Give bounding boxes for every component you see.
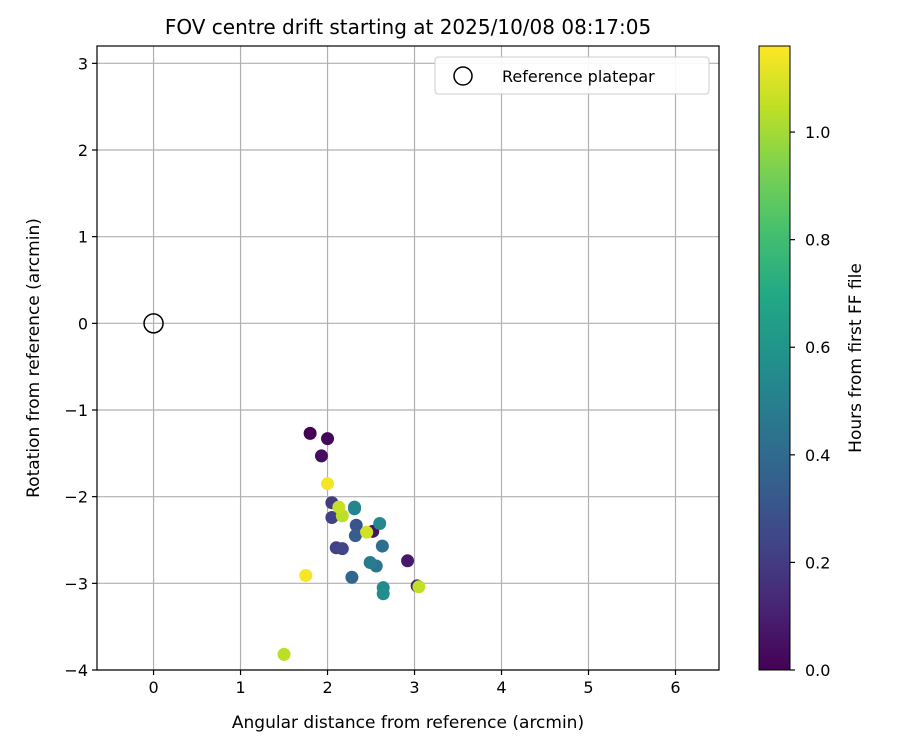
x-axis-label: Angular distance from reference (arcmin) <box>232 713 584 733</box>
y-tick-label: 2 <box>78 141 88 160</box>
data-point <box>321 432 335 446</box>
y-tick-label: −3 <box>64 574 88 593</box>
reference-marker <box>143 313 164 334</box>
data-point <box>277 647 291 661</box>
x-axis-ticks: 0 1 2 3 4 5 6 <box>148 670 681 697</box>
legend: Reference platepar <box>434 56 710 95</box>
data-point <box>335 542 349 556</box>
data-point <box>375 539 389 553</box>
data-point <box>349 518 363 532</box>
data-point <box>347 500 361 514</box>
y-tick-label: 0 <box>78 314 88 333</box>
grid <box>97 46 719 671</box>
data-point <box>303 426 317 440</box>
data-point <box>314 449 328 463</box>
colorbar: 0.0 0.2 0.4 0.6 0.8 1.0 Hours from first FF f… <box>758 45 866 680</box>
data-point <box>412 580 426 594</box>
x-tick-label: 2 <box>322 678 332 697</box>
colorbar-ticks: 0.0 0.2 0.4 0.6 0.8 1.0 <box>790 123 830 680</box>
data-point <box>325 510 339 524</box>
colorbar-tick-label: 0.0 <box>805 661 830 680</box>
legend-label-reference: Reference platepar <box>502 67 655 86</box>
y-tick-label: −1 <box>64 401 88 420</box>
x-tick-label: 0 <box>148 678 158 697</box>
y-tick-label: 3 <box>78 54 88 73</box>
data-point <box>345 570 359 584</box>
colorbar-tick-label: 0.4 <box>805 446 830 465</box>
y-tick-label: −4 <box>64 661 88 680</box>
data-point <box>332 500 346 514</box>
data-point <box>376 587 390 601</box>
plot-frame <box>96 45 720 671</box>
data-point <box>360 525 374 539</box>
data-point <box>363 556 377 570</box>
x-tick-label: 4 <box>496 678 506 697</box>
legend-box <box>434 56 710 95</box>
colorbar-tick-label: 0.6 <box>805 338 830 357</box>
x-tick-label: 3 <box>409 678 419 697</box>
colorbar-tick-label: 0.8 <box>805 231 830 250</box>
colorbar-tick-label: 1.0 <box>805 123 830 142</box>
y-axis-ticks: −4 −3 −2 −1 0 1 2 3 <box>64 54 97 680</box>
data-point <box>401 554 415 568</box>
y-tick-label: −2 <box>64 488 88 507</box>
x-tick-label: 1 <box>235 678 245 697</box>
x-tick-label: 5 <box>583 678 593 697</box>
data-point <box>373 517 387 531</box>
colorbar-gradient <box>758 45 791 671</box>
data-points <box>143 313 426 661</box>
y-tick-label: 1 <box>78 228 88 247</box>
data-point <box>321 477 335 491</box>
legend-marker-reference <box>453 66 473 86</box>
x-tick-label: 6 <box>670 678 680 697</box>
chart-title: FOV centre drift starting at 2025/10/08 … <box>165 15 651 39</box>
colorbar-label: Hours from first FF file <box>846 263 866 453</box>
data-point <box>299 569 313 583</box>
data-point <box>348 529 362 543</box>
colorbar-tick-label: 0.2 <box>805 553 830 572</box>
y-axis-label: Rotation from reference (arcmin) <box>24 218 44 498</box>
